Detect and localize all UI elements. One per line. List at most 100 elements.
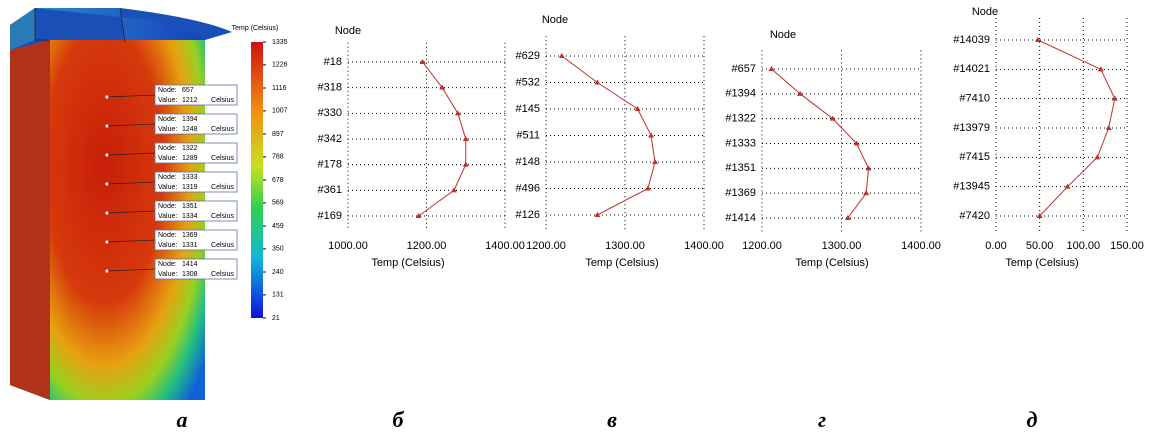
colorbar-tick-label: 1335: [272, 39, 288, 46]
x-tick-label: 1000.00: [328, 240, 368, 252]
panel-label: в: [607, 407, 617, 432]
y-tick-label: #532: [516, 76, 540, 88]
probe-value: 1334: [182, 213, 198, 220]
probe-unit: Celsius: [211, 242, 234, 249]
figure: Temp (Celsius) 1335122611161007897788678…: [0, 0, 1157, 436]
probe-node: 657: [182, 87, 194, 94]
data-point: [863, 190, 869, 195]
probe-node-label: Node:: [158, 87, 177, 94]
data-line: [562, 56, 655, 215]
colorbar: [251, 42, 263, 318]
x-tick-label: 50.00: [1026, 240, 1054, 252]
data-point: [594, 212, 600, 217]
colorbar-tick-label: 131: [272, 292, 284, 299]
probe-node: 1333: [182, 174, 198, 181]
probe-node: 1369: [182, 232, 198, 239]
probe-node: 1394: [182, 116, 198, 123]
probe-node-label: Node:: [158, 261, 177, 268]
probe-unit: Celsius: [211, 97, 234, 104]
probe-node-label: Node:: [158, 174, 177, 181]
y-tick-label: #1333: [725, 137, 756, 149]
data-point: [635, 106, 641, 111]
probe-value: 1289: [182, 155, 198, 162]
probe-node-label: Node:: [158, 116, 177, 123]
y-tick-label: #1322: [725, 113, 756, 125]
probe-value-label: Value:: [158, 242, 177, 249]
y-tick-label: #511: [516, 129, 540, 141]
y-axis-label: Node: [972, 6, 998, 18]
probe-unit: Celsius: [211, 213, 234, 220]
y-tick-label: #1351: [725, 162, 756, 174]
x-tick-label: 1200.00: [526, 240, 566, 252]
y-tick-label: #629: [516, 50, 540, 62]
y-tick-label: #330: [318, 107, 342, 119]
data-point: [594, 80, 600, 85]
y-tick-label: #657: [732, 63, 756, 75]
probe-unit: Celsius: [211, 271, 234, 278]
probe-value-label: Value:: [158, 213, 177, 220]
x-axis-label: Temp (Celsius): [371, 257, 444, 269]
panel-label: б: [393, 407, 405, 432]
x-tick-label: 1300.00: [605, 240, 645, 252]
probe-value: 1319: [182, 184, 198, 191]
data-point: [769, 66, 775, 71]
colorbar-title: Temp (Celsius): [232, 25, 279, 32]
probe-node-label: Node:: [158, 203, 177, 210]
y-tick-label: #178: [318, 159, 342, 171]
y-tick-label: #496: [516, 182, 540, 194]
y-axis-label: Node: [335, 25, 361, 37]
y-tick-label: #145: [516, 103, 540, 115]
x-tick-label: 100.00: [1067, 240, 1101, 252]
colorbar-tick-label: 897: [272, 131, 284, 138]
probe-node: 1351: [182, 203, 198, 210]
y-tick-label: #126: [516, 209, 540, 221]
x-tick-label: 150.00: [1110, 240, 1144, 252]
data-point: [463, 162, 469, 167]
x-axis-label: Temp (Celsius): [1005, 257, 1078, 269]
probe-value: 1308: [182, 271, 198, 278]
probe-value-label: Value:: [158, 97, 177, 104]
data-point: [559, 53, 565, 58]
data-point: [1106, 125, 1112, 130]
x-tick-label: 1400.00: [485, 240, 525, 252]
x-tick-label: 0.00: [985, 240, 1006, 252]
probe-node-label: Node:: [158, 232, 177, 239]
y-axis-label: Node: [542, 14, 568, 26]
panel-label: г: [818, 407, 826, 432]
colorbar-tick-label: 459: [272, 223, 284, 230]
probe-node-label: Node:: [158, 145, 177, 152]
y-tick-label: #7420: [959, 210, 990, 222]
y-tick-label: #7415: [959, 151, 990, 163]
y-tick-label: #13945: [953, 181, 990, 193]
x-axis-label: Temp (Celsius): [795, 257, 868, 269]
y-tick-label: #148: [516, 156, 540, 168]
y-tick-label: #14021: [953, 63, 990, 75]
colorbar-tick-label: 678: [272, 177, 284, 184]
panel-label: д: [1027, 407, 1038, 432]
y-tick-label: #169: [318, 210, 342, 222]
panel-label: а: [177, 407, 188, 432]
probe-value: 1212: [182, 97, 198, 104]
y-tick-label: #7410: [959, 93, 990, 105]
data-point: [648, 133, 654, 138]
x-tick-label: 1300.00: [822, 240, 862, 252]
x-axis-label: Temp (Celsius): [585, 257, 658, 269]
colorbar-tick-label: 788: [272, 154, 284, 161]
y-tick-label: #18: [324, 56, 342, 68]
y-tick-label: #318: [318, 82, 342, 94]
colorbar-tick-label: 1116: [272, 85, 287, 92]
probe-unit: Celsius: [211, 184, 234, 191]
data-point: [1094, 154, 1100, 159]
y-tick-label: #1394: [725, 88, 756, 100]
probe-value: 1331: [182, 242, 198, 249]
x-tick-label: 1200.00: [407, 240, 447, 252]
probe-node: 1414: [182, 261, 198, 268]
x-tick-label: 1400.00: [901, 240, 941, 252]
probe-node: 1322: [182, 145, 198, 152]
colorbar-tick-label: 240: [272, 269, 284, 276]
colorbar-tick-label: 21: [272, 315, 280, 322]
colorbar-tick-label: 569: [272, 200, 284, 207]
probe-value: 1248: [182, 126, 198, 133]
y-tick-label: #1414: [725, 212, 756, 224]
y-tick-label: #1369: [725, 187, 756, 199]
